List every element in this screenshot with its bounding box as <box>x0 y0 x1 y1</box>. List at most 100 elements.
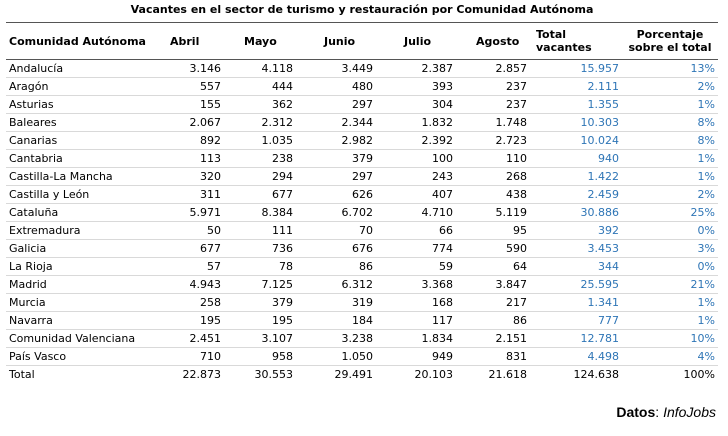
value-cell: 110 <box>456 149 530 168</box>
value-cell: 70 <box>296 221 376 240</box>
value-cell: 2.392 <box>376 131 456 150</box>
table-title: Vacantes en el sector de turismo y resta… <box>130 3 594 16</box>
column-header: Porcentaje sobre el total <box>622 22 718 60</box>
table-row: Extremadura 50 111 70 66 95 392 0% <box>6 221 718 240</box>
value-cell: 238 <box>224 149 296 168</box>
column-header: Junio <box>296 22 376 60</box>
value-cell: 379 <box>296 149 376 168</box>
value-cell: 1.050 <box>296 347 376 366</box>
value-cell: 1% <box>622 311 718 330</box>
value-cell: 407 <box>376 185 456 204</box>
value-cell: 304 <box>376 95 456 114</box>
value-cell: 10% <box>622 329 718 348</box>
region-cell: Cantabria <box>6 149 166 168</box>
value-cell: 393 <box>376 77 456 96</box>
value-cell: 940 <box>530 149 622 168</box>
value-cell: 8% <box>622 113 718 132</box>
table-row: Galicia 677 736 676 774 590 3.453 3% <box>6 239 718 258</box>
header-row: Comunidad Autónoma Abril Mayo Junio Julio Ago… <box>6 22 718 60</box>
source-label: Datos <box>616 404 656 420</box>
value-cell: 677 <box>224 185 296 204</box>
value-cell: 1% <box>622 167 718 186</box>
table-row: Andalucía 3.146 4.118 3.449 2.387 2.857 15.957… <box>6 59 718 78</box>
value-cell: 379 <box>224 293 296 312</box>
value-cell: 2.387 <box>376 59 456 78</box>
value-cell: 195 <box>166 311 224 330</box>
column-header: Julio <box>376 22 456 60</box>
value-cell: 86 <box>456 311 530 330</box>
region-cell: Castilla-La Mancha <box>6 167 166 186</box>
region-cell: Asturias <box>6 95 166 114</box>
region-cell: Galicia <box>6 239 166 258</box>
value-cell: 4% <box>622 347 718 366</box>
value-cell: 2.857 <box>456 59 530 78</box>
table-row: País Vasco 710 958 1.050 949 831 4.498 4% <box>6 347 718 366</box>
value-cell: 57 <box>166 257 224 276</box>
value-cell: 30.553 <box>224 365 296 383</box>
value-cell: 1.355 <box>530 95 622 114</box>
value-cell: 4.498 <box>530 347 622 366</box>
value-cell: 736 <box>224 239 296 258</box>
value-cell: 66 <box>376 221 456 240</box>
value-cell: 1.748 <box>456 113 530 132</box>
value-cell: 78 <box>224 257 296 276</box>
value-cell: 3% <box>622 239 718 258</box>
value-cell: 0% <box>622 257 718 276</box>
table-row: Baleares 2.067 2.312 2.344 1.832 1.748 10.303 8… <box>6 113 718 132</box>
value-cell: 2.344 <box>296 113 376 132</box>
table-row: Total 22.873 30.553 29.491 20.103 21.618 124.6… <box>6 365 718 383</box>
column-header: Mayo <box>224 22 296 60</box>
value-cell: 6.702 <box>296 203 376 222</box>
value-cell: 3.368 <box>376 275 456 294</box>
table-row: Navarra 195 195 184 117 86 777 1% <box>6 311 718 330</box>
table-row: Comunidad Valenciana 2.451 3.107 3.238 1.834… <box>6 329 718 348</box>
table-row: La Rioja 57 78 86 59 64 344 0% <box>6 257 718 276</box>
value-cell: 1% <box>622 293 718 312</box>
value-cell: 892 <box>166 131 224 150</box>
value-cell: 2% <box>622 185 718 204</box>
value-cell: 4.118 <box>224 59 296 78</box>
value-cell: 777 <box>530 311 622 330</box>
value-cell: 344 <box>530 257 622 276</box>
value-cell: 20.103 <box>376 365 456 383</box>
vacancies-table: Comunidad Autónoma Abril Mayo Junio Julio Ago… <box>6 22 718 383</box>
table-row: Canarias 892 1.035 2.982 2.392 2.723 10.024 8% <box>6 131 718 150</box>
table-row: Asturias 155 362 297 304 237 1.355 1% <box>6 95 718 114</box>
value-cell: 1.035 <box>224 131 296 150</box>
source-note: Datos: InfoJobs <box>616 404 716 420</box>
value-cell: 50 <box>166 221 224 240</box>
table-row: Cantabria 113 238 379 100 110 940 1% <box>6 149 718 168</box>
value-cell: 297 <box>296 95 376 114</box>
value-cell: 438 <box>456 185 530 204</box>
value-cell: 29.491 <box>296 365 376 383</box>
value-cell: 3.453 <box>530 239 622 258</box>
value-cell: 1.834 <box>376 329 456 348</box>
value-cell: 5.119 <box>456 203 530 222</box>
value-cell: 949 <box>376 347 456 366</box>
value-cell: 2.111 <box>530 77 622 96</box>
value-cell: 626 <box>296 185 376 204</box>
value-cell: 590 <box>456 239 530 258</box>
value-cell: 557 <box>166 77 224 96</box>
value-cell: 2.312 <box>224 113 296 132</box>
region-cell: País Vasco <box>6 347 166 366</box>
value-cell: 100 <box>376 149 456 168</box>
value-cell: 21.618 <box>456 365 530 383</box>
region-cell: Andalucía <box>6 59 166 78</box>
value-cell: 677 <box>166 239 224 258</box>
region-cell: Total <box>6 365 166 383</box>
value-cell: 113 <box>166 149 224 168</box>
value-cell: 480 <box>296 77 376 96</box>
value-cell: 168 <box>376 293 456 312</box>
value-cell: 774 <box>376 239 456 258</box>
region-cell: Comunidad Valenciana <box>6 329 166 348</box>
value-cell: 676 <box>296 239 376 258</box>
value-cell: 117 <box>376 311 456 330</box>
value-cell: 319 <box>296 293 376 312</box>
table-row: Aragón 557 444 480 393 237 2.111 2% <box>6 77 718 96</box>
region-cell: Canarias <box>6 131 166 150</box>
value-cell: 3.847 <box>456 275 530 294</box>
region-cell: La Rioja <box>6 257 166 276</box>
value-cell: 184 <box>296 311 376 330</box>
